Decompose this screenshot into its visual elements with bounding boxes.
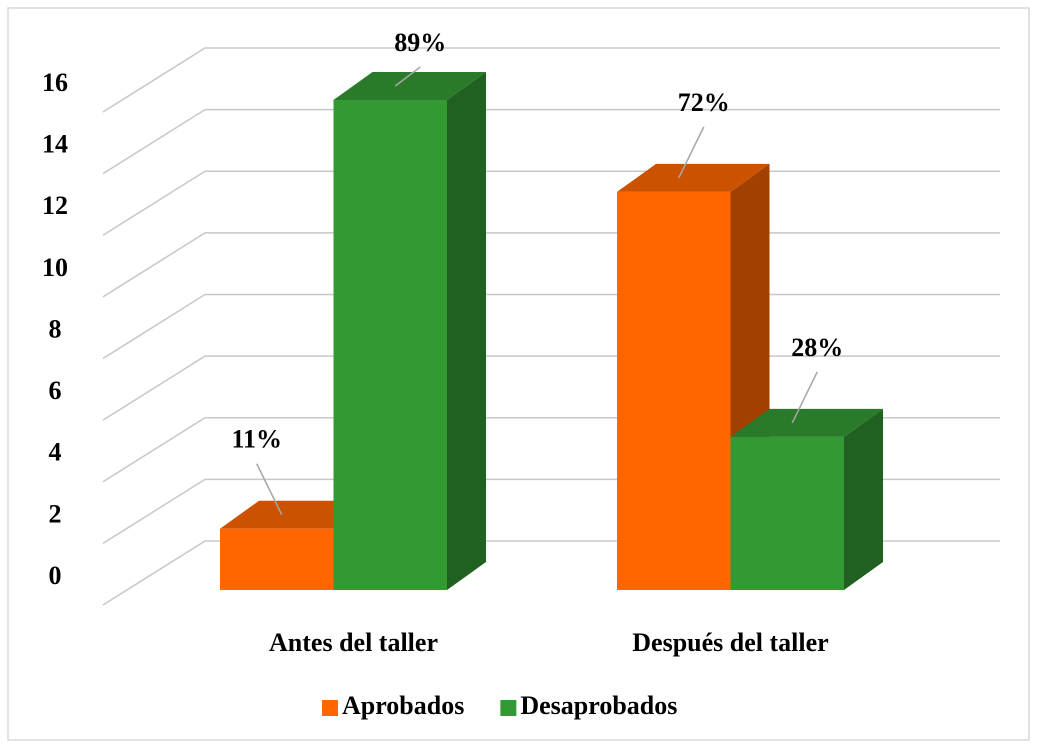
leader-line bbox=[256, 463, 283, 516]
y-tick-label: 14 bbox=[42, 130, 68, 159]
data-label: 11% bbox=[231, 425, 282, 454]
bar-top bbox=[617, 163, 770, 192]
y-tick-label: 4 bbox=[49, 438, 62, 467]
bar bbox=[220, 528, 334, 590]
data-label: 28% bbox=[791, 333, 843, 362]
leader-line bbox=[394, 66, 421, 87]
legend-label: Desaprobados bbox=[520, 691, 677, 720]
grid-line bbox=[102, 47, 1000, 113]
leader-line bbox=[678, 126, 705, 179]
grid-line bbox=[102, 108, 1000, 175]
bar bbox=[617, 191, 731, 590]
bar-side bbox=[447, 72, 486, 590]
bar bbox=[730, 436, 844, 590]
x-tick-label: Antes del taller bbox=[269, 628, 438, 657]
y-tick-label: 8 bbox=[49, 314, 62, 343]
y-tick-label: 0 bbox=[49, 561, 62, 590]
bar-side bbox=[844, 408, 883, 590]
legend-swatch bbox=[322, 700, 338, 716]
chart-frame bbox=[7, 7, 1030, 741]
data-label: 72% bbox=[678, 88, 730, 117]
x-tick-label: Después del taller bbox=[632, 628, 828, 657]
y-tick-label: 16 bbox=[42, 68, 68, 97]
legend-label: Aprobados bbox=[342, 691, 464, 720]
bar bbox=[333, 100, 447, 590]
legend-swatch bbox=[500, 700, 517, 716]
y-tick-label: 12 bbox=[42, 191, 68, 220]
data-label: 89% bbox=[394, 28, 446, 57]
y-tick-label: 6 bbox=[49, 376, 62, 405]
bar-top bbox=[730, 408, 883, 437]
leader-line bbox=[791, 371, 818, 424]
y-tick-label: 2 bbox=[49, 499, 62, 528]
bar-top bbox=[333, 72, 486, 100]
y-tick-label: 10 bbox=[42, 253, 68, 282]
